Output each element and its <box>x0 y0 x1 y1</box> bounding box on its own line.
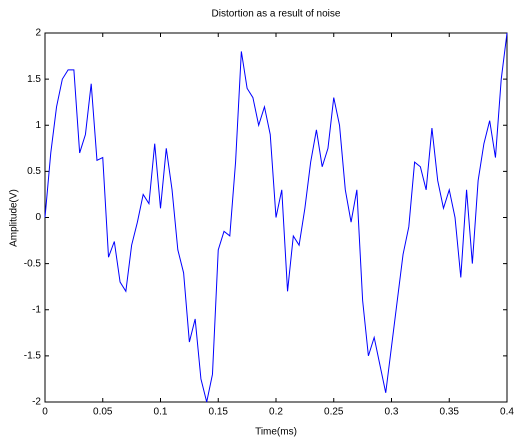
x-tick-label: 0.25 <box>324 407 344 418</box>
x-tick-label: 0 <box>42 407 48 418</box>
y-tick-label: -1 <box>32 304 41 315</box>
x-tick-label: 0.15 <box>209 407 229 418</box>
y-tick-label: 2 <box>35 28 41 39</box>
x-tick-label: 0.2 <box>269 407 283 418</box>
y-axis-label: Amplitude(V) <box>9 189 20 247</box>
x-axis-label: Time(ms) <box>255 427 297 438</box>
y-tick-label: 0.5 <box>27 166 41 177</box>
x-tick-label: 0.3 <box>385 407 399 418</box>
y-tick-label: -0.5 <box>24 258 42 269</box>
data-line <box>44 32 508 403</box>
chart-title: Distortion as a result of noise <box>212 9 341 20</box>
y-tick-label: -1.5 <box>24 351 42 362</box>
y-tick-label: 0 <box>35 212 41 223</box>
y-tick-label: 1.5 <box>27 74 41 85</box>
x-tick-label: 0.1 <box>154 407 168 418</box>
x-tick-label: 0.4 <box>500 407 514 418</box>
x-tick-label: 0.35 <box>440 407 460 418</box>
x-tick-label: 0.05 <box>93 407 113 418</box>
y-tick-label: -2 <box>32 397 41 408</box>
y-tick-label: 1 <box>35 120 41 131</box>
